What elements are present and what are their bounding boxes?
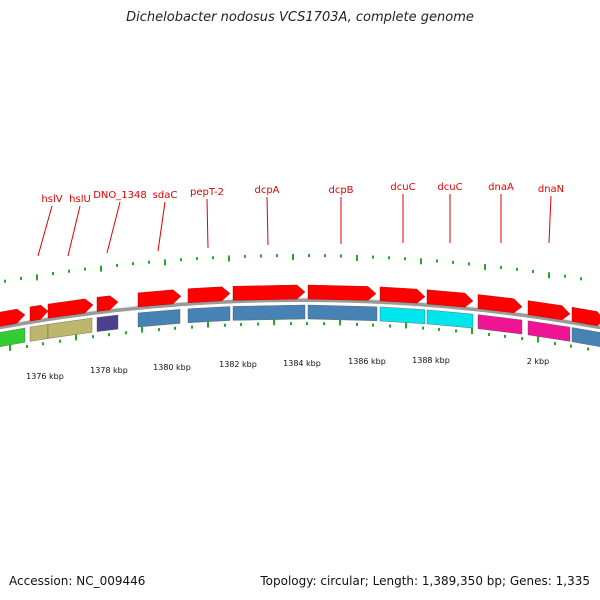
axis-kbp-label: 1388 kbp bbox=[412, 356, 450, 365]
feature-bar bbox=[571, 327, 600, 347]
gene-label: dcuC bbox=[390, 182, 415, 193]
gene-label: dcuC bbox=[437, 182, 462, 193]
genome-summary: Topology: circular; Length: 1,389,350 bp… bbox=[260, 574, 590, 588]
cds-arrow bbox=[571, 306, 600, 327]
axis-kbp-label: 1376 kbp bbox=[26, 372, 64, 381]
cds-arrow bbox=[96, 295, 119, 312]
gene-label: pepT-2 bbox=[190, 187, 224, 198]
gene-label-leader bbox=[266, 196, 269, 246]
axis-kbp-label: 1382 kbp bbox=[219, 360, 257, 369]
cds-arrow bbox=[232, 284, 306, 301]
cds-arrow bbox=[187, 286, 231, 304]
feature-bar bbox=[527, 320, 571, 342]
gene-label: sdaC bbox=[153, 190, 178, 201]
genome-backbone bbox=[0, 298, 600, 330]
cds-arrow bbox=[29, 304, 49, 322]
cds-arrow bbox=[47, 298, 94, 319]
gene-label: hslU bbox=[69, 194, 91, 205]
accession-label: Accession: NC_009446 bbox=[9, 574, 146, 588]
axis-kbp-label: 1384 kbp bbox=[283, 359, 321, 368]
gene-label-leader bbox=[548, 195, 552, 244]
gene-label: hslV bbox=[41, 194, 62, 205]
gene-label: dnaN bbox=[538, 184, 564, 195]
feature-bar bbox=[187, 306, 231, 324]
map-title: Dichelobacter nodosus VCS1703A, complete… bbox=[126, 10, 474, 25]
feature-bar bbox=[307, 304, 378, 322]
feature-bar bbox=[232, 304, 306, 321]
feature-bar bbox=[379, 306, 426, 325]
cds-arrow bbox=[426, 289, 474, 308]
cds-arrow bbox=[379, 286, 426, 304]
gene-label: dcpB bbox=[328, 185, 353, 196]
gene-label: DNO_1348 bbox=[93, 190, 147, 201]
gene-label-leader bbox=[37, 205, 53, 257]
feature-bar bbox=[477, 314, 523, 335]
cds-arrow bbox=[137, 289, 182, 308]
feature-bar bbox=[47, 317, 93, 339]
axis-kbp-label: 1380 kbp bbox=[153, 363, 191, 372]
cds-arrow bbox=[527, 300, 571, 321]
cds-arrow bbox=[0, 308, 26, 327]
gene-label-leader bbox=[206, 198, 209, 249]
gene-label: dcpA bbox=[254, 185, 279, 196]
feature-bar bbox=[0, 327, 26, 347]
axis-kbp-label: 2 kbp bbox=[527, 357, 549, 366]
feature-bar bbox=[137, 309, 181, 328]
gene-label: dnaA bbox=[488, 182, 514, 193]
gene-label-leader bbox=[157, 201, 166, 252]
gene-label-leader bbox=[106, 201, 121, 254]
cds-arrow bbox=[307, 284, 377, 301]
cds-arrow bbox=[477, 294, 523, 314]
feature-bar bbox=[96, 314, 119, 332]
axis-kbp-label: 1386 kbp bbox=[348, 357, 386, 366]
feature-bar bbox=[426, 309, 474, 329]
gene-label-leader bbox=[67, 205, 81, 257]
feature-bar bbox=[29, 324, 49, 342]
axis-kbp-label: 1378 kbp bbox=[90, 366, 128, 375]
